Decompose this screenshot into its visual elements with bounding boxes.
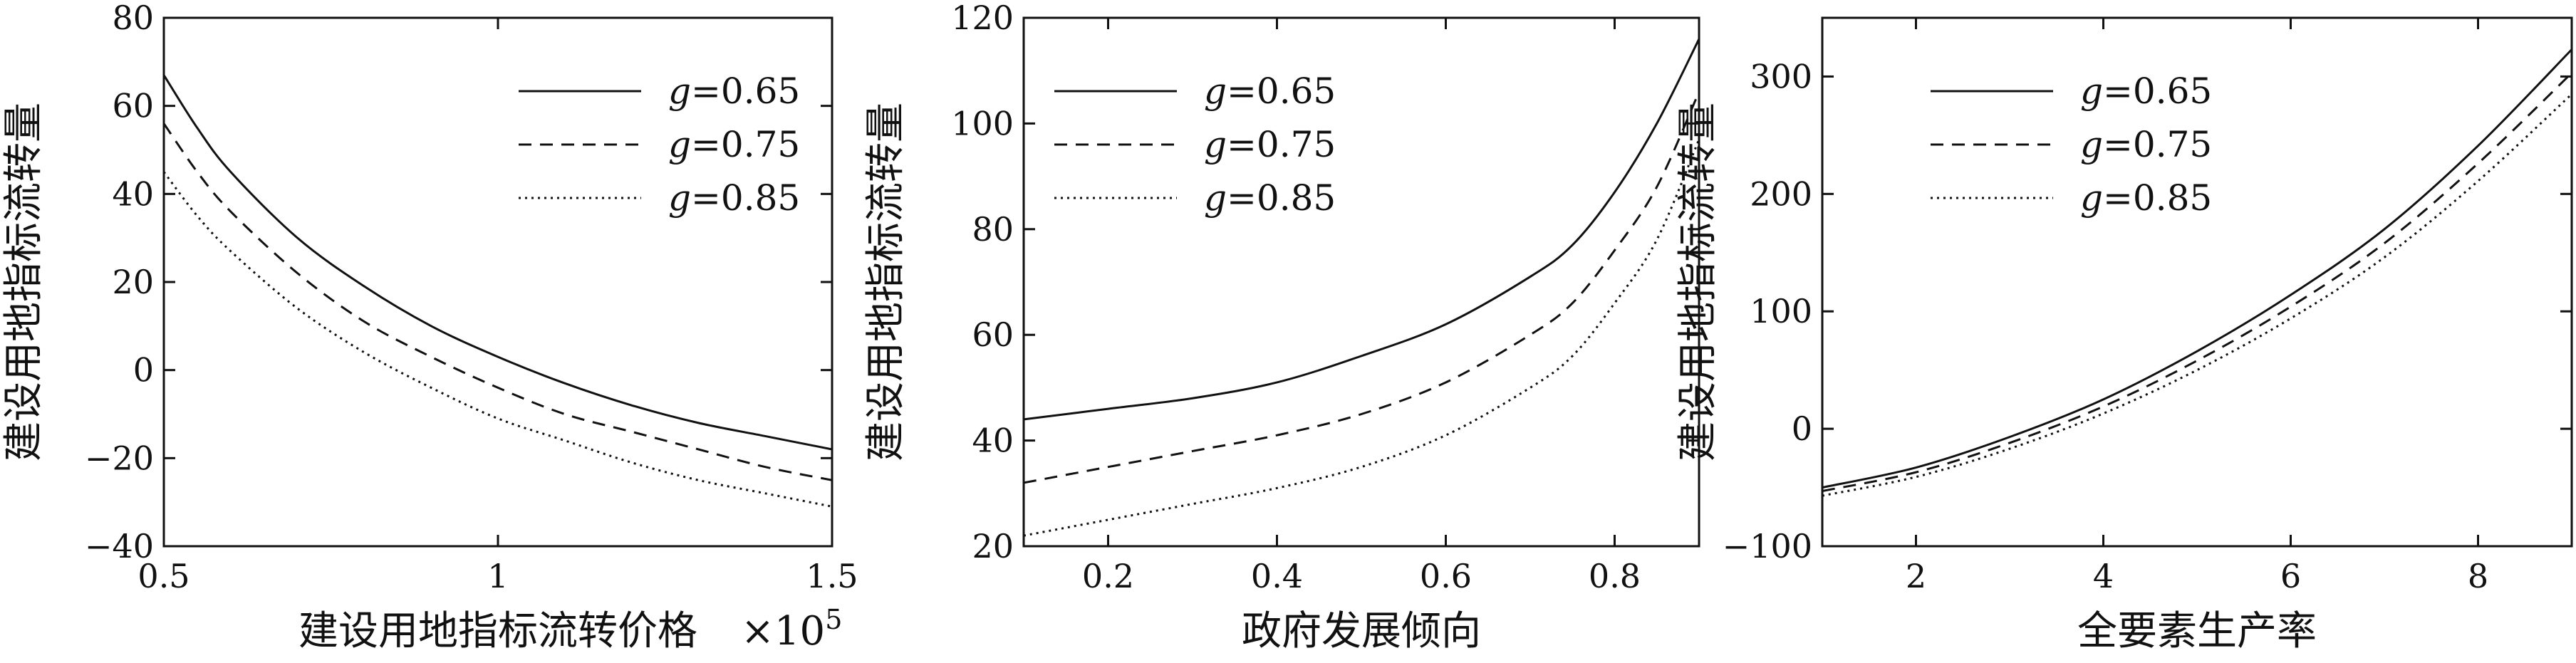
legend-label: g=0.75 — [2080, 124, 2212, 165]
legend-label: g=0.85 — [1204, 177, 1336, 219]
y-axis-title: 建设用地指标流转量 — [1, 103, 47, 461]
legend-label: g=0.85 — [2080, 177, 2212, 219]
y-tick-label: 100 — [1750, 292, 1812, 330]
x-tick-label: 0.8 — [1589, 557, 1641, 595]
x-tick-label: 2 — [1906, 557, 1926, 595]
y-tick-label: 60 — [972, 315, 1014, 354]
y-tick-label: 300 — [1750, 57, 1812, 95]
y-tick-label: 60 — [112, 87, 154, 125]
x-tick-label: 8 — [2468, 557, 2488, 595]
series-line-dotted — [1024, 139, 1699, 537]
y-tick-label: −100 — [1723, 527, 1812, 565]
legend-label: g=0.85 — [668, 177, 800, 219]
x-tick-label: 1.5 — [806, 557, 858, 595]
y-tick-label: 40 — [112, 174, 154, 213]
x-axis-title: 政府发展倾向 — [1242, 608, 1481, 654]
y-axis-title: 建设用地指标流转量 — [1675, 103, 1721, 461]
x-tick-label: 4 — [2093, 557, 2114, 595]
series-line-solid — [1822, 48, 2572, 489]
series-line-dashed — [1024, 91, 1699, 484]
chart-panel-1: 0.5 1 1.5 80 60 40 20 0 −20 −40 建设用地指标流转价格 ×105 建设用地… — [1, 0, 858, 654]
legend-label: g=0.75 — [668, 124, 800, 165]
series-line-dotted — [164, 171, 832, 508]
legend-label: g=0.65 — [1204, 71, 1336, 112]
plot-frame — [1022, 16, 1700, 548]
y-tick-label: 20 — [112, 263, 154, 301]
x-tick-label: 6 — [2280, 557, 2301, 595]
chart-panel-2: 0.2 0.4 0.6 0.8 120 100 80 60 40 20 政府发展倾向 建设用地指标流转… — [863, 0, 1700, 654]
y-axis-title: 建设用地指标流转量 — [863, 103, 909, 461]
y-tick-label: 80 — [112, 0, 154, 37]
y-tick-label: −20 — [85, 439, 154, 477]
series-line-dotted — [1822, 93, 2572, 497]
y-tick-label: 20 — [972, 527, 1014, 565]
legend-label: g=0.65 — [2080, 71, 2212, 112]
y-tick-label: 40 — [972, 422, 1014, 460]
series-line-solid — [164, 74, 832, 451]
x-tick-label: 0.4 — [1251, 557, 1303, 595]
y-tick-label: 200 — [1750, 174, 1812, 213]
x-tick-label: 0.5 — [137, 557, 189, 595]
legend-label: g=0.65 — [668, 71, 800, 112]
x-axis-title: 建设用地指标流转价格 — [298, 608, 697, 654]
legend-label: g=0.75 — [1204, 124, 1336, 165]
chart-panel-3: 2 4 6 8 300 200 100 0 −100 全要素生产率 建设用地指标流转量 g=0.65 g… — [1675, 16, 2573, 654]
y-tick-label: 80 — [972, 210, 1014, 249]
plot-frame — [1821, 16, 2573, 548]
x-axis-multiplier: ×105 — [741, 604, 842, 654]
series-line-solid — [1024, 38, 1699, 421]
x-tick-label: 1 — [487, 557, 508, 595]
y-tick-label: 100 — [951, 104, 1014, 142]
series-line-dashed — [164, 122, 832, 481]
x-tick-label: 0.6 — [1420, 557, 1472, 595]
y-tick-label: 0 — [1792, 409, 1812, 448]
series-line-dashed — [1822, 72, 2572, 492]
y-tick-label: −40 — [85, 527, 154, 565]
x-tick-label: 0.2 — [1082, 557, 1134, 595]
y-tick-label: 0 — [133, 351, 154, 390]
x-axis-title: 全要素生产率 — [2077, 608, 2317, 654]
y-tick-label: 120 — [951, 0, 1014, 37]
